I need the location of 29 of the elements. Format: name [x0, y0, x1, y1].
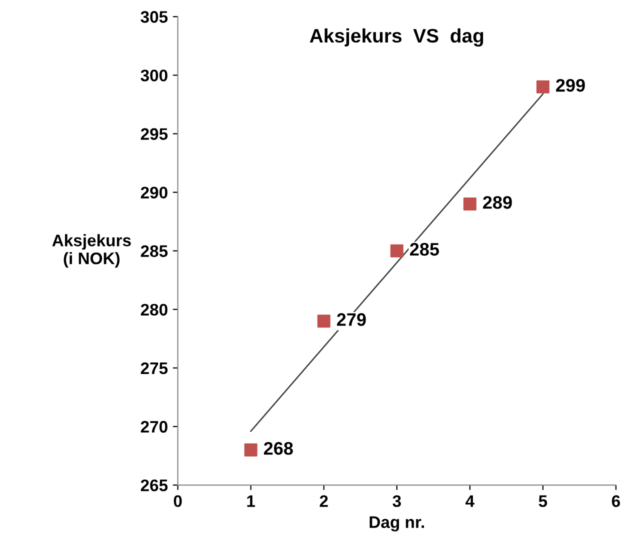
data-label: 289	[483, 196, 512, 209]
x-tick-label: 3	[392, 495, 401, 508]
y-axis-title: Aksjekurs (i NOK)	[52, 234, 131, 268]
y-tick-label: 285	[140, 245, 168, 258]
data-label: 299	[556, 78, 585, 92]
data-label: 268	[264, 442, 293, 455]
point	[536, 80, 550, 94]
data-label: 285	[410, 242, 439, 256]
x-tick-label: 4	[466, 495, 474, 507]
y-tick-label: 295	[140, 128, 168, 140]
x-tick-label: 0	[174, 495, 182, 508]
x-tick-label: 1	[247, 495, 255, 507]
y-tick-label: 275	[140, 362, 168, 374]
x-tick-label: 6	[612, 495, 620, 508]
y-tick-label: 300	[140, 70, 168, 82]
point	[244, 443, 258, 456]
data-label: 279	[336, 313, 366, 326]
y-tick-label: 280	[140, 304, 168, 316]
y-tick-label: 265	[140, 479, 168, 492]
y-tick-label: 270	[140, 420, 168, 433]
point	[317, 314, 330, 328]
x-tick-label: 2	[320, 495, 328, 507]
y-tick-label: 290	[140, 186, 168, 199]
y-tick-label: 305	[140, 11, 168, 23]
point	[390, 244, 404, 258]
text: Aksjekurs VS dag	[310, 28, 484, 47]
point	[463, 198, 476, 211]
x-axis-title: Dag nr.	[370, 516, 424, 532]
x-tick-label: 5	[538, 495, 548, 508]
